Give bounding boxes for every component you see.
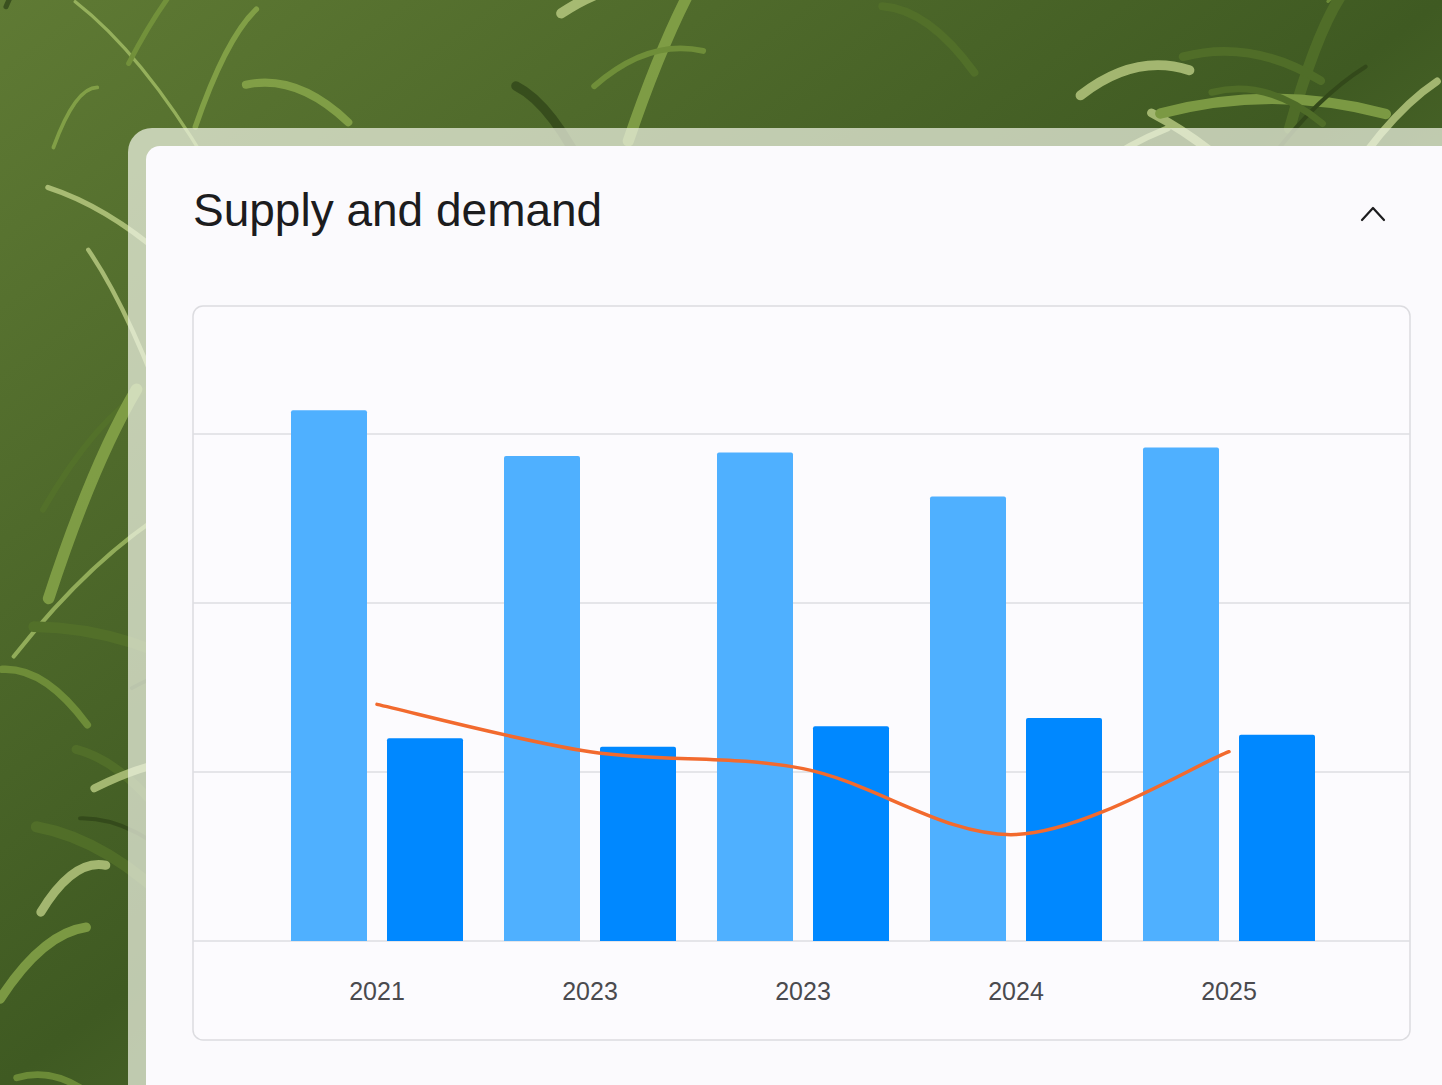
- x-tick-label: 2021: [349, 977, 405, 1005]
- bar: [600, 747, 676, 941]
- page: Supply and demand 2021 2023 2023 2024 2025: [0, 0, 1442, 1085]
- grass-blade: [49, 389, 137, 598]
- line: [377, 704, 1229, 834]
- chart-panel: [193, 306, 1410, 1040]
- grass-blade: [561, 0, 690, 13]
- grass-blade: [1081, 65, 1190, 95]
- grass-blade: [1160, 99, 1386, 114]
- grass: [0, 0, 1442, 1085]
- x-tick-label: 2023: [562, 977, 618, 1005]
- grass-blade: [17, 1075, 108, 1085]
- grid-line: [193, 771, 1410, 773]
- grass-blade: [195, 9, 256, 127]
- grass-blade: [1328, 0, 1409, 1]
- x-tick-label: 2023: [775, 977, 831, 1005]
- bar: [813, 726, 889, 941]
- x-tick-label: 2025: [1201, 977, 1257, 1005]
- grass-blade: [882, 6, 974, 72]
- grass-blade: [1212, 89, 1323, 124]
- grass-blade: [129, 0, 222, 63]
- grass-blade: [0, 927, 86, 999]
- x-tick-label: 2024: [988, 977, 1044, 1005]
- grass-blade: [6, 0, 81, 7]
- bar: [930, 497, 1006, 941]
- grass-blade: [2, 669, 87, 725]
- grass-blade: [41, 865, 106, 913]
- title: Supply and demand: [193, 184, 602, 236]
- grass-blade: [628, 0, 714, 141]
- bar: [291, 410, 367, 941]
- plot-area: [291, 410, 1315, 941]
- grass-blade: [594, 48, 703, 86]
- grid-line: [193, 602, 1410, 604]
- grass-blade: [1183, 51, 1321, 80]
- bar: [1239, 735, 1315, 941]
- card: [146, 146, 1442, 1085]
- grid-line: [193, 940, 1410, 942]
- card-frame: [128, 128, 1442, 1085]
- grass-blade: [246, 83, 348, 123]
- collapse-button[interactable]: [1362, 208, 1384, 220]
- bar: [717, 453, 793, 941]
- bar: [504, 456, 580, 941]
- grid-line: [193, 433, 1410, 435]
- bar: [1143, 448, 1219, 941]
- bar: [387, 738, 463, 941]
- grass-blade: [53, 87, 97, 147]
- bar: [1026, 718, 1102, 941]
